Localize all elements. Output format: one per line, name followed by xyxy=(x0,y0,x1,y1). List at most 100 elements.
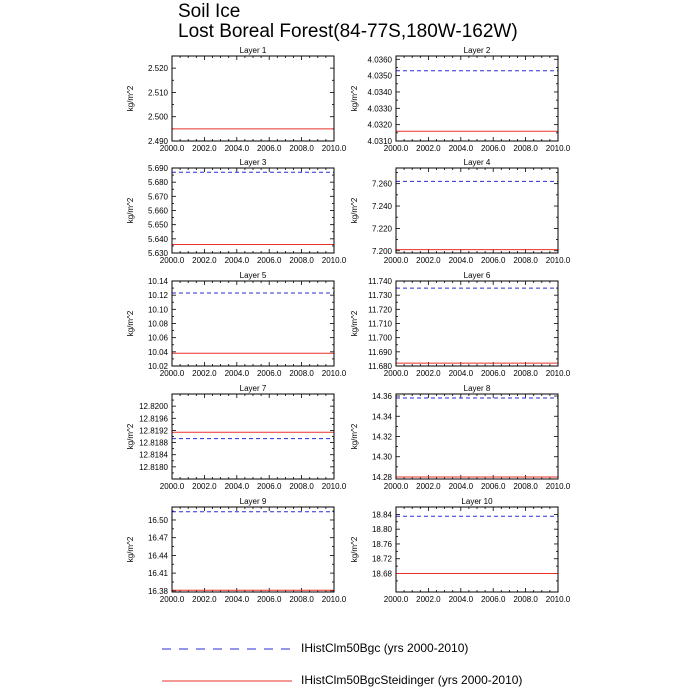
x-tick-label: 2008.0 xyxy=(513,256,538,265)
x-tick-label: 2000.0 xyxy=(384,369,409,378)
x-tick-label: 2010.0 xyxy=(546,369,571,378)
x-tick-label: 2004.0 xyxy=(225,369,250,378)
y-tick-label: 16.47 xyxy=(148,534,169,543)
x-tick-label: 2002.0 xyxy=(416,144,441,153)
plot-frame xyxy=(171,55,335,142)
y-tick-label: 18.72 xyxy=(372,555,393,564)
panel-layer-8: Layer 8 kg/m^2 2000.0 2002.0 2004.0 2006.0 200… xyxy=(350,384,571,491)
y-tick-label: 4.0340 xyxy=(368,88,393,97)
y-axis-label: kg/m^2 xyxy=(350,197,359,223)
plot-frame xyxy=(395,167,559,254)
figure-subtitle: Lost Boreal Forest(84-77S,180W-162W) xyxy=(178,21,518,42)
x-tick-label: 2000.0 xyxy=(384,595,409,604)
y-tick-label: 14.30 xyxy=(372,453,393,462)
x-tick-label: 2002.0 xyxy=(192,595,217,604)
x-tick-label: 2008.0 xyxy=(289,369,314,378)
x-tick-label: 2006.0 xyxy=(481,144,506,153)
x-tick-label: 2002.0 xyxy=(192,482,217,491)
x-tick-label: 2000.0 xyxy=(160,144,185,153)
x-tick-label: 2010.0 xyxy=(322,144,347,153)
x-tick-label: 2006.0 xyxy=(257,595,282,604)
y-tick-label: 12.8196 xyxy=(139,414,168,423)
y-tick-label: 14.28 xyxy=(372,473,393,482)
y-tick-label: 5.630 xyxy=(148,249,169,258)
y-axis-label: kg/m^2 xyxy=(350,85,359,111)
x-tick-label: 2000.0 xyxy=(160,482,185,491)
x-tick-label: 2002.0 xyxy=(416,595,441,604)
panel-layer-10: Layer 10 kg/m^2 2000.0 2002.0 2004.0 2006.0 20… xyxy=(350,497,571,604)
x-tick-label: 2008.0 xyxy=(513,144,538,153)
panel-layer-7: Layer 7 kg/m^2 2000.0 2002.0 2004.0 2006.0 200… xyxy=(126,384,347,491)
plot-frame xyxy=(171,506,335,593)
y-tick-label: 4.0330 xyxy=(368,104,393,113)
y-tick-label: 14.36 xyxy=(372,392,393,401)
y-tick-label: 12.8180 xyxy=(139,463,168,472)
x-tick-label: 2004.0 xyxy=(449,482,474,491)
x-tick-label: 2002.0 xyxy=(192,144,217,153)
x-tick-label: 2002.0 xyxy=(192,256,217,265)
y-tick-label: 11.730 xyxy=(368,291,392,300)
y-tick-label: 18.80 xyxy=(372,525,393,534)
y-tick-label: 10.06 xyxy=(148,334,169,343)
x-tick-label: 2004.0 xyxy=(449,144,474,153)
y-axis-label: kg/m^2 xyxy=(126,310,135,336)
panel-layer-9: Layer 9 kg/m^2 2000.0 2002.0 2004.0 2006.0 200… xyxy=(126,497,347,604)
y-tick-label: 4.0310 xyxy=(368,137,393,146)
y-axis-label: kg/m^2 xyxy=(126,85,135,111)
y-axis-label: kg/m^2 xyxy=(126,536,135,562)
panel-title: Layer 2 xyxy=(464,46,491,55)
y-tick-label: 10.10 xyxy=(148,305,169,314)
panel-title: Layer 5 xyxy=(240,271,267,280)
x-tick-label: 2004.0 xyxy=(449,369,474,378)
x-tick-label: 2004.0 xyxy=(225,482,250,491)
x-tick-label: 2006.0 xyxy=(257,256,282,265)
x-tick-label: 2002.0 xyxy=(192,369,217,378)
y-tick-label: 7.200 xyxy=(372,247,393,256)
y-axis-label: kg/m^2 xyxy=(126,423,135,449)
y-tick-label: 5.670 xyxy=(148,192,169,201)
x-tick-label: 2008.0 xyxy=(289,256,314,265)
x-tick-label: 2008.0 xyxy=(289,482,314,491)
panel-layer-4: Layer 4 kg/m^2 2000.0 2002.0 2004.0 2006.0 200… xyxy=(350,158,571,265)
y-tick-label: 16.38 xyxy=(148,587,169,596)
y-tick-label: 11.720 xyxy=(368,305,392,314)
y-tick-label: 11.690 xyxy=(368,348,392,357)
y-tick-label: 18.76 xyxy=(372,540,393,549)
plot-frame xyxy=(171,280,335,367)
x-tick-label: 2000.0 xyxy=(384,482,409,491)
x-tick-label: 2010.0 xyxy=(546,482,571,491)
x-tick-label: 2006.0 xyxy=(481,256,506,265)
y-tick-label: 4.0360 xyxy=(368,55,393,64)
y-tick-label: 18.68 xyxy=(372,570,393,579)
x-tick-label: 2004.0 xyxy=(449,256,474,265)
y-axis-label: kg/m^2 xyxy=(350,536,359,562)
y-tick-label: 7.240 xyxy=(372,202,393,211)
y-tick-label: 11.740 xyxy=(368,277,392,286)
panel-title: Layer 4 xyxy=(464,158,491,167)
x-tick-label: 2010.0 xyxy=(546,144,571,153)
plot-frame xyxy=(171,393,335,480)
panel-title: Layer 10 xyxy=(461,497,493,506)
x-tick-label: 2008.0 xyxy=(289,144,314,153)
y-axis-label: kg/m^2 xyxy=(350,423,359,449)
y-tick-label: 12.8188 xyxy=(139,439,168,448)
y-tick-label: 11.680 xyxy=(368,362,392,371)
y-tick-label: 4.0350 xyxy=(368,72,393,81)
x-tick-label: 2004.0 xyxy=(225,256,250,265)
y-tick-label: 12.8200 xyxy=(139,402,168,411)
x-tick-label: 2010.0 xyxy=(322,482,347,491)
y-tick-label: 5.660 xyxy=(148,207,169,216)
x-tick-label: 2006.0 xyxy=(257,144,282,153)
plot-frame xyxy=(395,506,559,593)
y-tick-label: 14.34 xyxy=(372,412,393,421)
x-tick-label: 2008.0 xyxy=(513,482,538,491)
y-tick-label: 10.14 xyxy=(148,277,169,286)
x-tick-label: 2004.0 xyxy=(225,595,250,604)
y-tick-label: 10.04 xyxy=(148,348,169,357)
x-tick-label: 2002.0 xyxy=(416,369,441,378)
y-tick-label: 2.520 xyxy=(148,64,169,73)
y-tick-label: 5.680 xyxy=(148,178,169,187)
x-tick-label: 2008.0 xyxy=(513,595,538,604)
y-tick-label: 10.02 xyxy=(148,362,169,371)
